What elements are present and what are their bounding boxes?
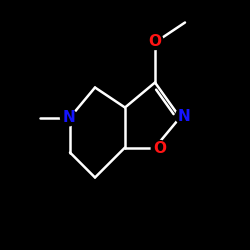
Circle shape — [60, 109, 77, 126]
Text: O: O — [153, 141, 166, 156]
Text: N: N — [178, 109, 190, 124]
Circle shape — [151, 140, 168, 157]
Circle shape — [176, 108, 192, 124]
Text: N: N — [62, 110, 75, 125]
Circle shape — [147, 33, 163, 50]
Text: O: O — [148, 34, 162, 49]
